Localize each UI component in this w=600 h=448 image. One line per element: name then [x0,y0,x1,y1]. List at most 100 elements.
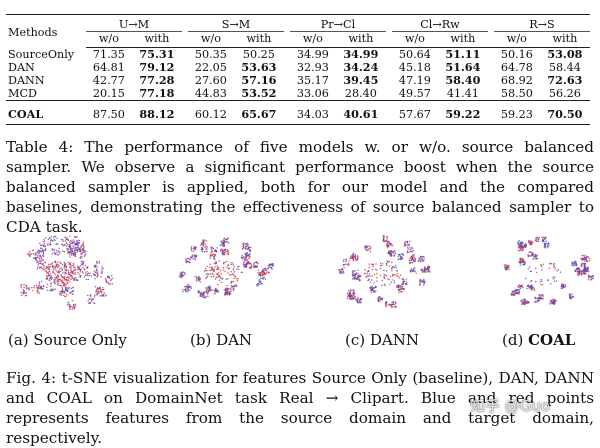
tsne-point [203,292,206,294]
tsne-point [372,288,374,291]
tsne-point [43,266,45,269]
tsne-point [68,305,71,308]
tsne-point [53,235,56,237]
tsne-point [81,263,83,265]
tsne-point [254,265,257,267]
tsne-point [571,261,573,263]
tsne-point [553,262,556,265]
tsne-point [537,238,540,241]
tsne-point [388,261,390,263]
tsne-point [36,286,38,288]
tsne-point [191,247,193,250]
tsne-point [47,263,50,266]
method-name: COAL [6,107,86,125]
tsne-point [524,277,527,280]
tsne-point [392,273,394,276]
tsne-point [584,262,586,265]
tsne-point [536,301,538,303]
tsne-point [527,302,529,304]
tsne-point [49,243,52,245]
tsne-point [77,265,79,268]
tsne-point [394,306,396,308]
tsne-point [79,249,82,251]
tsne-point [222,262,225,264]
tsne-point [521,303,523,305]
tsne-point [562,283,565,286]
tsne-point [183,285,186,288]
tsne-point [530,240,533,243]
tsne-point [571,293,573,296]
tsne-point [62,244,65,247]
tsne-point [73,278,75,280]
tsne-point [68,287,70,290]
tsne-point [72,247,75,249]
tsne-point [392,252,394,254]
tsne-point [36,289,39,291]
tsne-point [357,296,359,299]
tsne-point [513,294,515,297]
tsne-point [406,246,409,249]
tsne-point [97,271,99,273]
tsne-point [521,244,523,247]
table-caption-text: Table 4: The performance of five models … [6,138,594,236]
tsne-point [414,270,416,272]
tsne-point [394,273,396,276]
tsne-point [204,296,207,299]
tsne-point [241,271,243,273]
tsne-point [213,270,215,273]
tsne-point [270,267,272,269]
table-cell: 50.16 [500,48,533,61]
tsne-point [521,246,523,248]
tsne-point [532,255,534,257]
tsne-point [264,278,267,281]
tsne-point [49,263,52,266]
tsne-point [538,236,540,239]
tsne-point [245,266,247,269]
tsne-point [200,291,203,294]
tsne-point [34,254,36,256]
tsne-point [63,290,66,293]
tsne-point [23,283,25,286]
tsne-point [58,252,61,254]
tsne-point [64,236,66,239]
tsne-point [517,285,520,288]
table-row: SourceOnly 71.35 75.31 50.35 50.25 34.99 34.99… [6,48,590,62]
tsne-point [89,294,92,296]
tsne-point [250,263,252,265]
tsne-point [397,289,400,291]
tsne-point [585,259,588,261]
tsne-point [28,287,30,289]
tsne-point [74,266,76,268]
tsne-point [206,246,208,248]
tsne-point [423,282,425,285]
tsne-point [386,242,388,244]
tsne-point [59,284,62,287]
tsne-point [69,256,71,258]
tsne-point [80,252,82,255]
tsne-point [213,253,215,255]
tsne-point [540,269,543,271]
tsne-point [36,268,38,270]
tsne-point [32,249,35,251]
tsne-point [353,270,355,273]
tsne-point [423,269,425,271]
tsne-point [74,243,76,245]
tsne-point [74,277,76,279]
tsne-point [78,268,80,270]
tsne-point [202,293,204,296]
tsne-point [79,275,81,278]
tsne-point [214,266,216,268]
tsne-point [54,288,56,290]
tsne-plot-dann [338,235,431,309]
tsne-point [182,288,184,291]
tsne-point [338,268,340,271]
tsne-point [394,253,396,255]
tsne-point [256,282,259,285]
tsne-point [417,260,420,262]
tsne-point [428,265,431,268]
tsne-point [214,263,217,265]
tsne-point [540,298,543,300]
tsne-point [81,252,84,254]
tsne-point [202,244,205,246]
tsne-point [413,256,416,259]
